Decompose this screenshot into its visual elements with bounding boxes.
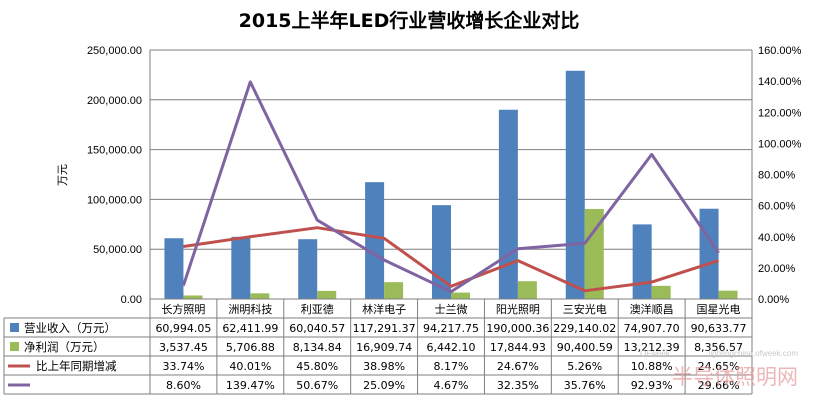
data-label: 4.67% bbox=[434, 379, 469, 392]
x-tick-label: 长方照明 bbox=[161, 302, 205, 316]
data-label: 29.66% bbox=[698, 379, 740, 392]
y-tick-label: 250,000.00 bbox=[87, 45, 142, 57]
data-label: 94,217.75 bbox=[423, 322, 479, 335]
series-line bbox=[183, 226, 720, 293]
watermark-text: 半导体照明网 bbox=[672, 365, 798, 389]
data-label: 190,000.36 bbox=[486, 322, 549, 335]
legend-swatch bbox=[10, 342, 19, 351]
data-label: 229,140.02 bbox=[553, 322, 616, 335]
bar bbox=[651, 285, 671, 299]
data-label: 90,400.59 bbox=[557, 341, 613, 354]
data-label: 10.88% bbox=[631, 360, 673, 373]
y2-tick-label: 80.00% bbox=[758, 170, 796, 182]
data-label: 38.98% bbox=[363, 360, 405, 373]
bar bbox=[718, 290, 738, 299]
bar bbox=[517, 281, 537, 299]
y-tick-label: 200,000.00 bbox=[87, 95, 142, 107]
x-tick-label: 三安光电 bbox=[563, 302, 607, 316]
bar bbox=[632, 224, 652, 299]
bar bbox=[183, 295, 203, 299]
x-tick-label: 澳洋顺昌 bbox=[630, 302, 674, 316]
data-label: 139.47% bbox=[226, 379, 275, 392]
data-label: 32.35% bbox=[497, 379, 539, 392]
data-label: 40.01% bbox=[229, 360, 271, 373]
legend-label: 净利润（万元） bbox=[24, 340, 105, 354]
y2-tick-label: 60.00% bbox=[758, 201, 796, 213]
y-tick-label: 0.00 bbox=[121, 294, 142, 306]
y-tick-label: 150,000.00 bbox=[87, 145, 142, 157]
y-tick-label: 50,000.00 bbox=[93, 244, 142, 256]
data-label: 45.80% bbox=[296, 360, 338, 373]
data-label: 17,844.93 bbox=[490, 341, 546, 354]
bar bbox=[498, 109, 518, 299]
data-label: 8.17% bbox=[434, 360, 469, 373]
data-label: 24.65% bbox=[698, 360, 740, 373]
watermark-url: lightingchina.ofweek.com bbox=[709, 349, 799, 358]
data-label: 60,040.57 bbox=[289, 322, 345, 335]
legend-swatch bbox=[10, 323, 19, 332]
y2-tick-label: 40.00% bbox=[758, 232, 796, 244]
y2-tick-label: 120.00% bbox=[758, 107, 802, 119]
y2-tick-label: 160.00% bbox=[758, 45, 802, 57]
data-label: 8.60% bbox=[166, 379, 201, 392]
data-table: 长方照明 洲明科技 利亚德 林洋电子 士兰微 阳光照明 三安光电 澳洋顺昌 国星光电营业收入（万… bbox=[3, 298, 753, 395]
y2-tick-label: 20.00% bbox=[758, 263, 796, 275]
x-tick-label: 洲明科技 bbox=[228, 302, 272, 316]
legend-label: 营业收入（万元） bbox=[24, 321, 116, 335]
data-label: 8,356.57 bbox=[694, 341, 743, 354]
series-line bbox=[181, 80, 720, 294]
bar bbox=[298, 239, 318, 299]
bar bbox=[451, 292, 470, 299]
data-label: 16,909.74 bbox=[356, 341, 412, 354]
data-label: 74,907.70 bbox=[624, 322, 680, 335]
left-axis: 0.00 50,000.00 100,000.00 150,000.00 200,000… bbox=[87, 45, 142, 306]
bar bbox=[231, 236, 251, 299]
data-label: 24.67% bbox=[497, 360, 539, 373]
data-label: 5,706.88 bbox=[226, 341, 275, 354]
bars bbox=[164, 70, 738, 299]
data-label: 90,633.77 bbox=[691, 322, 747, 335]
bar bbox=[164, 238, 184, 299]
data-label: 3,537.45 bbox=[159, 341, 208, 354]
y-tick-label: 100,000.00 bbox=[87, 194, 142, 206]
x-tick-label: 阳光照明 bbox=[496, 302, 540, 316]
bar bbox=[384, 282, 404, 299]
data-label: 8,134.84 bbox=[293, 341, 342, 354]
data-label: 62,411.99 bbox=[222, 322, 278, 335]
y2-tick-label: 100.00% bbox=[758, 138, 802, 150]
x-tick-label: 国星光电 bbox=[697, 302, 741, 316]
right-axis: 0.00% 20.00% 40.00% 60.00% 80.00% 100.00% 120.… bbox=[758, 45, 802, 306]
bar bbox=[250, 293, 270, 299]
y2-tick-label: 140.00% bbox=[758, 76, 802, 88]
data-label: 35.76% bbox=[564, 379, 606, 392]
data-label: 5.26% bbox=[567, 360, 602, 373]
data-label: 50.67% bbox=[296, 379, 338, 392]
data-label: 33.74% bbox=[162, 360, 204, 373]
y2-tick-label: 0.00% bbox=[758, 294, 789, 306]
watermark-brand: OFweek bbox=[640, 349, 671, 358]
x-tick-label: 林洋电子 bbox=[362, 302, 406, 316]
chart-title: 2015上半年LED行业营收增长企业对比 bbox=[239, 9, 580, 32]
data-label: 6,442.10 bbox=[427, 341, 476, 354]
data-label: 60,994.05 bbox=[155, 322, 211, 335]
bar bbox=[699, 208, 719, 299]
data-label: 13,212.39 bbox=[624, 341, 680, 354]
lines bbox=[181, 80, 720, 294]
bar bbox=[365, 182, 385, 299]
bar bbox=[317, 290, 337, 299]
bar bbox=[565, 70, 585, 299]
data-label: 25.09% bbox=[363, 379, 405, 392]
bar bbox=[584, 208, 604, 299]
legend-label: 比上年同期增减 bbox=[36, 359, 117, 373]
y-axis-label: 万元 bbox=[56, 164, 69, 186]
data-label: 117,291.37 bbox=[353, 322, 416, 335]
watermark: 半导体照明网 lightingchina.ofweek.com OFweek bbox=[640, 349, 798, 389]
x-tick-label: 利亚德 bbox=[301, 302, 334, 316]
data-label: 92.93% bbox=[631, 379, 673, 392]
x-tick-label: 士兰微 bbox=[435, 302, 468, 316]
